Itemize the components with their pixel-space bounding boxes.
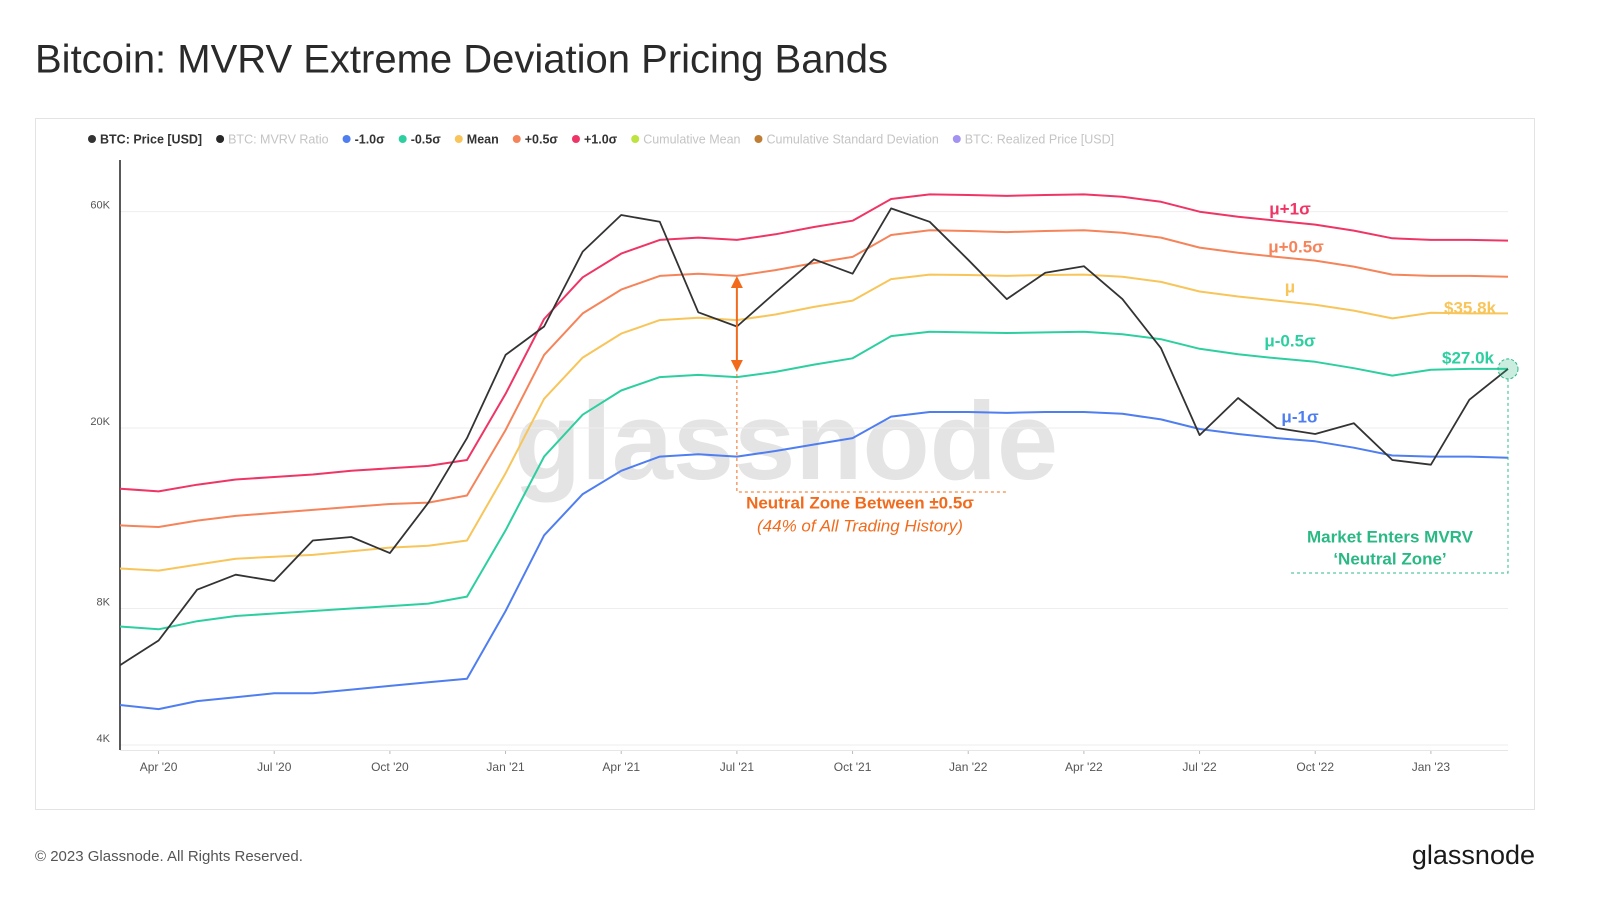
legend-swatch [952, 135, 961, 143]
legend-label: Cumulative Mean [643, 132, 740, 146]
legend-swatch [342, 135, 351, 143]
legend-label: +0.5σ [525, 132, 559, 146]
annotation: Market Enters MVRV [1307, 527, 1474, 546]
legend-label: +1.0σ [584, 132, 618, 146]
market-guide [1290, 378, 1509, 574]
x-tick-label: Jan '22 [949, 760, 988, 774]
legend-label: BTC: MVRV Ratio [228, 132, 329, 146]
current-marker [1497, 358, 1519, 380]
annotation: $27.0k [1442, 348, 1495, 367]
band-line [119, 229, 1509, 528]
legend-swatch [631, 135, 640, 143]
legend-label: -0.5σ [411, 132, 442, 146]
x-tick-label: Apr '20 [140, 760, 178, 774]
y-tick-label: 60K [90, 200, 110, 212]
legend-swatch [88, 135, 96, 143]
y-tick-label: 4K [97, 733, 111, 745]
annotation: μ-1σ [1281, 407, 1319, 426]
x-tick-label: Jan '21 [486, 760, 525, 774]
legend-swatch [454, 135, 463, 143]
x-tick-label: Jul '21 [720, 760, 755, 774]
legend-swatch [754, 135, 763, 143]
x-tick-label: Jul '20 [257, 760, 292, 774]
arrow-head [730, 276, 743, 288]
x-tick-label: Oct '21 [834, 760, 872, 774]
band-line [119, 411, 1509, 711]
legend-swatch [216, 135, 225, 143]
annotation: μ-0.5σ [1264, 331, 1316, 350]
page-title: Bitcoin: MVRV Extreme Deviation Pricing … [35, 38, 888, 82]
watermark: glassnode [514, 380, 1058, 503]
legend-swatch [398, 135, 407, 143]
x-tick-label: Oct '22 [1296, 760, 1334, 774]
annotation: μ+1σ [1269, 199, 1311, 218]
legend-swatch [571, 135, 580, 143]
x-tick-label: Jan '23 [1412, 760, 1451, 774]
legend-label: -1.0σ [355, 132, 386, 146]
band-line [119, 330, 1508, 631]
legend-swatch [512, 135, 521, 143]
legend-label: BTC: Price [USD] [100, 132, 202, 146]
annotation: μ [1285, 277, 1295, 296]
legend-label: BTC: Realized Price [USD] [965, 132, 1114, 146]
annotation: (44% of All Trading History) [757, 516, 963, 535]
annotation: Neutral Zone Between ±0.5σ [746, 493, 974, 512]
footer: © 2023 Glassnode. All Rights Reserved. [35, 848, 303, 865]
band-line [119, 193, 1509, 493]
annotation: $35.8k [1444, 298, 1497, 317]
legend-label: Cumulative Standard Deviation [766, 132, 938, 146]
arrow-head [730, 360, 743, 372]
price-line [119, 207, 1509, 666]
x-tick-label: Jul '22 [1182, 760, 1217, 774]
x-tick-label: Oct '20 [371, 760, 409, 774]
y-tick-label: 20K [90, 416, 110, 428]
band-line [119, 273, 1508, 572]
annotation: ‘Neutral Zone’ [1333, 549, 1446, 568]
annotation: μ+0.5σ [1268, 237, 1324, 256]
legend-label: Mean [467, 132, 499, 146]
x-tick-label: Apr '21 [602, 760, 640, 774]
logo: glassnode [1412, 840, 1535, 870]
chart-frame [35, 118, 1535, 810]
x-tick-label: Apr '22 [1065, 760, 1103, 774]
y-tick-label: 8K [97, 596, 111, 608]
